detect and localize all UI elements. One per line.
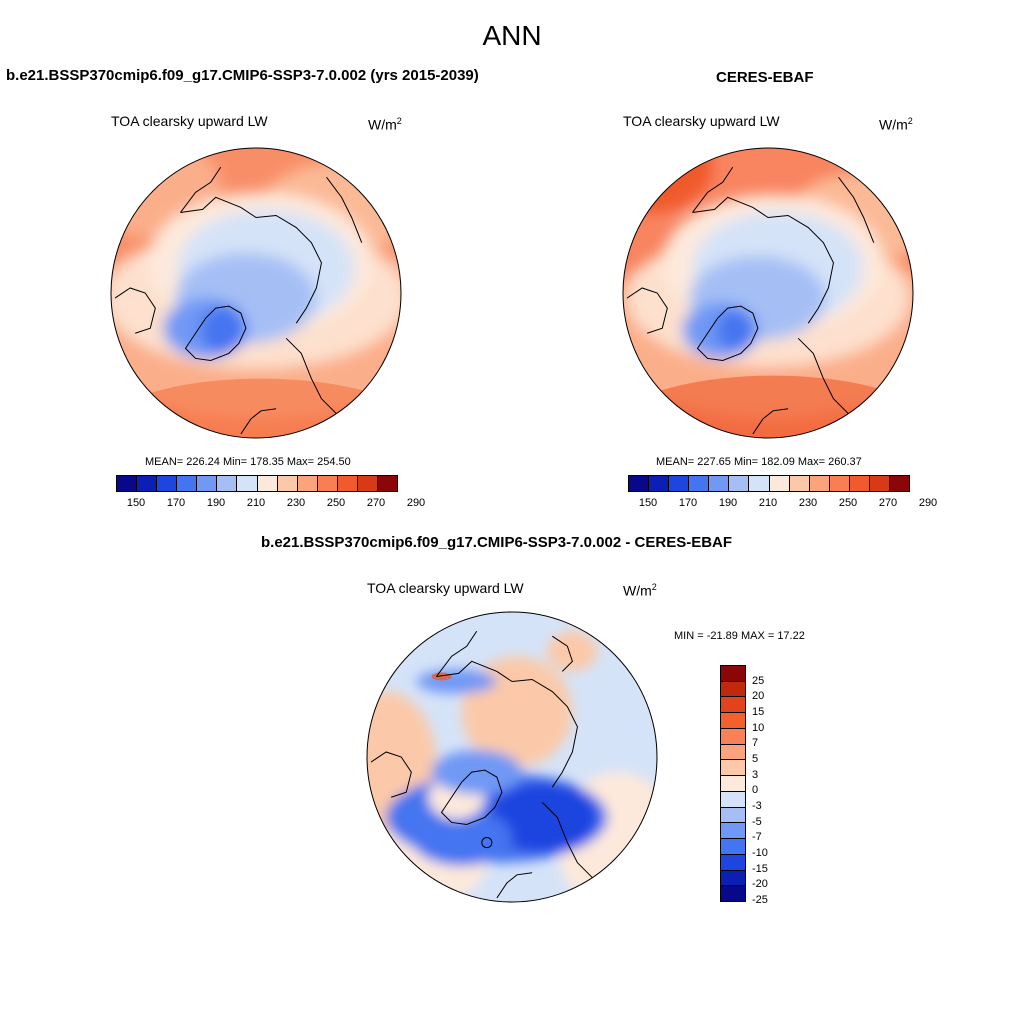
- colorbar-tick-label: 7: [752, 737, 759, 750]
- colorbar-swatch: [649, 476, 670, 491]
- colorbar-tick-label: 5: [752, 753, 759, 765]
- panel-2-map: [622, 147, 914, 439]
- colorbar-tick-label: -5: [752, 815, 762, 828]
- colorbar-tick-label: 170: [166, 497, 186, 509]
- colorbar-swatch: [317, 476, 338, 491]
- coastlines: [626, 166, 875, 435]
- colorbar-swatch: [137, 476, 158, 491]
- colorbar-tick-label: 290: [406, 497, 426, 509]
- colorbar-tick-label: 15: [752, 706, 765, 718]
- colorbar-tick-label: 150: [638, 497, 658, 509]
- panel-2-units: W/m2: [879, 116, 913, 133]
- colorbar-swatch: [217, 476, 238, 491]
- colorbar-swatch: [721, 791, 745, 808]
- colorbar-tick-label: 290: [918, 497, 938, 509]
- colorbar-swatch: [729, 476, 750, 491]
- colorbar-swatch: [829, 476, 850, 491]
- colorbar-swatch: [257, 476, 278, 491]
- panel-2-colorbar-labels: 150 170 190 210 230 250 270 290: [628, 497, 937, 511]
- panel-1-units: W/m2: [368, 116, 402, 133]
- colorbar-tick-label: 250: [326, 497, 346, 509]
- colorbar-swatch: [689, 476, 710, 491]
- colorbar-tick-label: 270: [366, 497, 386, 509]
- panel-1-variable: TOA clearsky upward LW: [111, 113, 268, 129]
- colorbar-swatch: [721, 681, 745, 698]
- colorbar-tick-label: 270: [878, 497, 898, 509]
- colorbar-swatch: [769, 476, 790, 491]
- panel-2-title: CERES-EBAF: [716, 69, 814, 86]
- colorbar-swatch: [869, 476, 891, 491]
- colorbar-tick-label: 230: [286, 497, 306, 509]
- colorbar-swatch: [749, 476, 770, 491]
- colorbar-tick-label: -7: [752, 831, 762, 844]
- colorbar-tick-label: 250: [838, 497, 858, 509]
- colorbar-swatch: [357, 476, 379, 491]
- panel-3-colorbar-labels: 25 20 15 10 7 5 3 0 -3 -5 -7 -10 -15 -20 -25: [752, 665, 792, 906]
- panel-2-stats: MEAN= 227.65 Min= 182.09 Max= 260.37: [656, 456, 862, 468]
- panel-3-map: [366, 611, 658, 903]
- colorbar-swatch: [721, 870, 745, 887]
- colorbar-tick-label: -15: [752, 862, 768, 875]
- colorbar-swatch: [197, 476, 218, 491]
- colorbar-tick-label: 190: [718, 497, 738, 509]
- colorbar-swatch: [721, 886, 745, 902]
- colorbar-swatch: [117, 476, 138, 491]
- colorbar-swatch: [157, 476, 178, 491]
- colorbar-tick-label: 210: [758, 497, 778, 509]
- colorbar-tick-label: 0: [752, 784, 759, 797]
- colorbar-tick-label: 230: [798, 497, 818, 509]
- colorbar-swatch: [721, 728, 745, 745]
- colorbar-swatch: [277, 476, 298, 491]
- colorbar-swatch: [721, 744, 745, 761]
- panel-3-stats: MIN = -21.89 MAX = 17.22: [674, 630, 805, 642]
- colorbar-swatch: [378, 476, 398, 491]
- colorbar-swatch: [721, 823, 745, 840]
- colorbar-tick-label: 10: [752, 721, 765, 734]
- colorbar-swatch: [721, 807, 745, 824]
- panel-2-colorbar: [628, 475, 910, 492]
- colorbar-swatch: [849, 476, 870, 491]
- colorbar-swatch: [709, 476, 730, 491]
- colorbar-swatch: [721, 839, 745, 855]
- colorbar-tick-label: -3: [752, 800, 762, 812]
- colorbar-tick-label: -10: [752, 847, 768, 859]
- colorbar-tick-label: 25: [752, 674, 765, 687]
- colorbar-swatch: [237, 476, 258, 491]
- colorbar-swatch: [629, 476, 650, 491]
- colorbar-swatch: [721, 697, 745, 714]
- panel-1-colorbar: [116, 475, 398, 492]
- colorbar-swatch: [721, 760, 745, 777]
- colorbar-tick-label: 20: [752, 690, 765, 703]
- panel-3-colorbar: [720, 665, 746, 902]
- panel-1-colorbar-labels: 150 170 190 210 230 250 270 290: [116, 497, 425, 511]
- colorbar-swatch: [337, 476, 358, 491]
- panel-1-title: b.e21.BSSP370cmip6.f09_g17.CMIP6-SSP3-7.…: [6, 67, 479, 84]
- colorbar-tick-label: -25: [752, 894, 768, 906]
- colorbar-swatch: [669, 476, 690, 491]
- panel-1-map: [110, 147, 402, 439]
- panel-3-units: W/m2: [623, 582, 657, 599]
- colorbar-swatch: [890, 476, 910, 491]
- colorbar-tick-label: 170: [678, 497, 698, 509]
- colorbar-swatch: [721, 713, 745, 729]
- colorbar-swatch: [177, 476, 198, 491]
- panel-3-variable: TOA clearsky upward LW: [367, 580, 524, 596]
- colorbar-tick-label: 150: [126, 497, 146, 509]
- panel-1-stats: MEAN= 226.24 Min= 178.35 Max= 254.50: [145, 456, 351, 468]
- coastlines: [114, 166, 363, 435]
- colorbar-tick-label: -20: [752, 878, 768, 891]
- panel-2-variable: TOA clearsky upward LW: [623, 113, 780, 129]
- colorbar-tick-label: 3: [752, 768, 759, 781]
- figure-title: ANN: [482, 20, 542, 51]
- colorbar-tick-label: 190: [206, 497, 226, 509]
- colorbar-swatch: [789, 476, 810, 491]
- colorbar-tick-label: 210: [246, 497, 266, 509]
- colorbar-swatch: [721, 854, 745, 871]
- colorbar-swatch: [809, 476, 830, 491]
- colorbar-swatch: [721, 666, 745, 682]
- colorbar-swatch: [297, 476, 318, 491]
- colorbar-swatch: [721, 776, 745, 792]
- panel-3-title: b.e21.BSSP370cmip6.f09_g17.CMIP6-SSP3-7.…: [261, 534, 733, 551]
